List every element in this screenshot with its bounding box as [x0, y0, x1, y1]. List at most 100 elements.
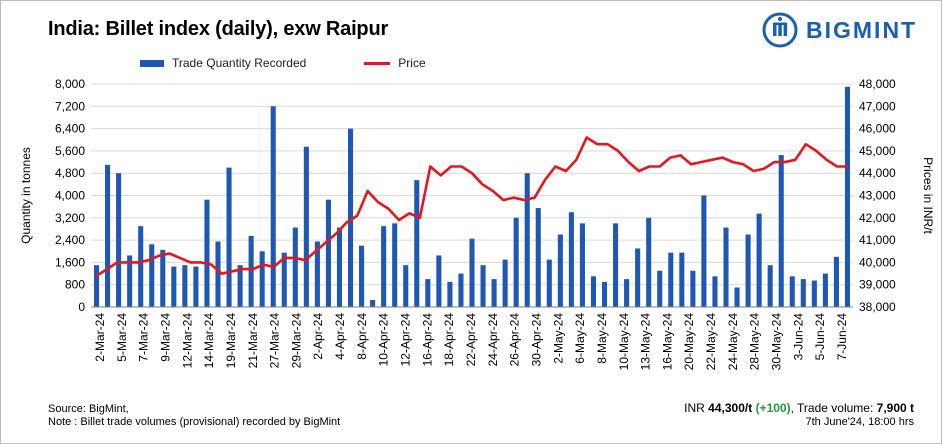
trade-volume-bar	[259, 251, 265, 307]
trade-volume-bar	[127, 255, 133, 307]
price-summary: INR 44,300/t (+100), Trade volume: 7,900…	[684, 401, 914, 429]
trade-volume-bar	[292, 227, 298, 307]
note-text: Note : Billet trade volumes (provisional…	[48, 416, 341, 428]
x-tick-label: 5-Jun-24	[813, 313, 827, 361]
trade-volume-bar	[756, 213, 762, 307]
x-tick-label: 22-May-24	[704, 313, 718, 371]
trade-volume-bar	[425, 279, 431, 307]
x-tick-label: 30-May-24	[770, 313, 784, 371]
trade-volume-bar	[800, 279, 806, 307]
trade-volume-bar	[381, 226, 387, 307]
trade-volume-bar	[789, 276, 795, 307]
chart-title: India: Billet index (daily), exw Raipur	[48, 18, 389, 40]
x-tick-label: 10-Apr-24	[377, 313, 391, 367]
trade-volume-bar	[204, 199, 210, 307]
trade-volume-bar	[833, 256, 839, 307]
x-tick-label: 22-Apr-24	[464, 313, 478, 367]
legend-line-swatch	[364, 61, 391, 65]
price-line	[95, 136, 849, 278]
trade-volume-bar	[690, 270, 696, 307]
summary-change: (+100)	[755, 401, 791, 415]
brand-logo: BIGMINT	[762, 10, 932, 50]
trade-volume-bar	[624, 279, 630, 307]
trade-volume-bar	[701, 195, 707, 307]
legend: Trade Quantity Recorded Price	[140, 56, 426, 70]
trade-volume-bar	[347, 128, 354, 307]
brand-name: BIGMINT	[806, 16, 918, 43]
x-tick-label: 12-Mar-24	[180, 313, 194, 369]
x-tick-label: 14-Mar-24	[202, 313, 216, 369]
x-tick-label: 13-May-24	[639, 313, 653, 371]
trade-volume-bar	[105, 164, 111, 307]
trade-volume-bar	[182, 265, 188, 307]
x-tick-label: 30-Apr-24	[530, 313, 544, 367]
x-tick-label: 2-May-24	[551, 313, 565, 364]
trade-volume-bar	[281, 252, 287, 307]
trade-volume-bar	[171, 266, 177, 307]
y-left-tick-label: 6,400	[55, 122, 85, 136]
trade-volume-bar	[601, 281, 608, 307]
trade-volume-bar	[270, 106, 276, 307]
trade-volume-bar	[237, 265, 243, 307]
trade-volume-bar	[447, 281, 453, 307]
summary-price: 44,300/t	[708, 401, 753, 415]
x-tick-label: 5-Mar-24	[115, 313, 129, 362]
trade-volume-bar	[436, 255, 442, 307]
trade-volume-bar	[359, 245, 365, 307]
x-tick-label: 3-Jun-24	[791, 313, 805, 361]
y-right-tick-label: 47,000	[859, 99, 896, 113]
x-tick-label: 24-May-24	[726, 313, 740, 371]
trade-volume-bar	[734, 287, 740, 307]
trade-volume-bar	[314, 241, 320, 307]
y-right-tick-label: 46,000	[859, 122, 896, 136]
trade-volume-bar	[590, 276, 597, 307]
trade-volume-bar	[392, 223, 398, 307]
x-tick-label: 20-May-24	[682, 313, 696, 371]
source-text: Source: BigMint,	[48, 403, 129, 415]
trade-volume-bar	[822, 273, 828, 307]
y-left-tick-label: 1,600	[55, 255, 85, 269]
trade-volume-bar	[778, 155, 784, 307]
x-tick-label: 24-Apr-24	[486, 313, 500, 367]
x-tick-label: 19-Mar-24	[224, 313, 238, 369]
trade-volume-bar	[513, 217, 519, 307]
x-tick-label: 7-Jun-24	[835, 313, 849, 361]
trade-volume-bar	[303, 146, 309, 307]
y-right-tick-label: 42,000	[859, 211, 896, 225]
trade-volume-bar	[767, 265, 773, 307]
x-tick-label: 8-May-24	[595, 313, 609, 364]
x-tick-label: 7-Mar-24	[137, 313, 151, 362]
trade-volume-bar	[657, 270, 663, 307]
x-tick-label: 26-Apr-24	[508, 313, 522, 367]
trade-volume-bar	[138, 226, 144, 307]
trade-volume-bar	[524, 173, 530, 307]
y-left-tick-label: 2,400	[55, 233, 85, 247]
y-left-tick-label: 8,000	[55, 77, 85, 91]
trade-volume-bar	[116, 173, 122, 307]
x-tick-label: 8-Apr-24	[355, 313, 369, 360]
trade-volume-bar	[668, 252, 674, 307]
trade-volume-bar	[723, 227, 729, 307]
trade-volume-bar	[469, 238, 475, 307]
trade-volume-bar	[193, 266, 199, 307]
x-tick-label: 2-Apr-24	[311, 313, 325, 360]
y-left-tick-label: 7,200	[55, 99, 85, 113]
trade-volume-bar	[93, 265, 100, 307]
y-right-tick-label: 44,000	[859, 166, 896, 180]
trade-volume-bar	[844, 86, 851, 307]
summary-prefix: INR	[684, 401, 709, 415]
x-tick-label: 4-Apr-24	[333, 313, 347, 360]
legend-bar-swatch	[140, 59, 164, 67]
bigmint-logo-icon	[762, 12, 798, 48]
x-tick-label: 29-Mar-24	[289, 313, 303, 369]
legend-line-label: Price	[398, 56, 426, 70]
trade-volume-bar	[248, 235, 254, 307]
trade-volume-bar	[226, 167, 232, 307]
trade-volume-bar	[215, 241, 221, 307]
trade-volume-bar	[811, 280, 817, 307]
x-tick-label: 2-Mar-24	[93, 313, 107, 362]
y-left-axis-title: Quantity in tonnes	[19, 147, 33, 244]
y-left-tick-label: 4,800	[55, 166, 85, 180]
x-tick-label: 12-Apr-24	[399, 313, 413, 367]
x-tick-label: 18-Apr-24	[442, 313, 456, 367]
